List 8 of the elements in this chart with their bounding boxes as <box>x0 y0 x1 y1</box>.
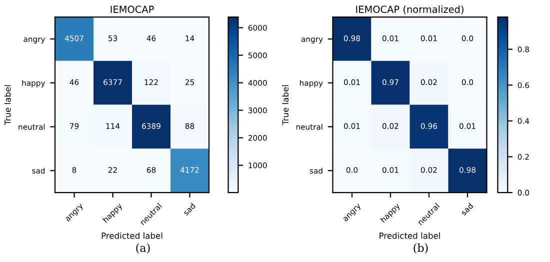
y-axis-title: True label <box>4 85 11 126</box>
chart-title: IEMOCAP (normalized) <box>356 5 464 14</box>
y-axis-title: True label <box>282 85 289 126</box>
chart-title: IEMOCAP <box>110 6 154 13</box>
x-axis-title: Predicted label <box>102 232 162 239</box>
text: (b) <box>414 243 428 254</box>
x-axis-title: Predicted label <box>380 232 440 239</box>
text: (a) <box>136 243 150 254</box>
